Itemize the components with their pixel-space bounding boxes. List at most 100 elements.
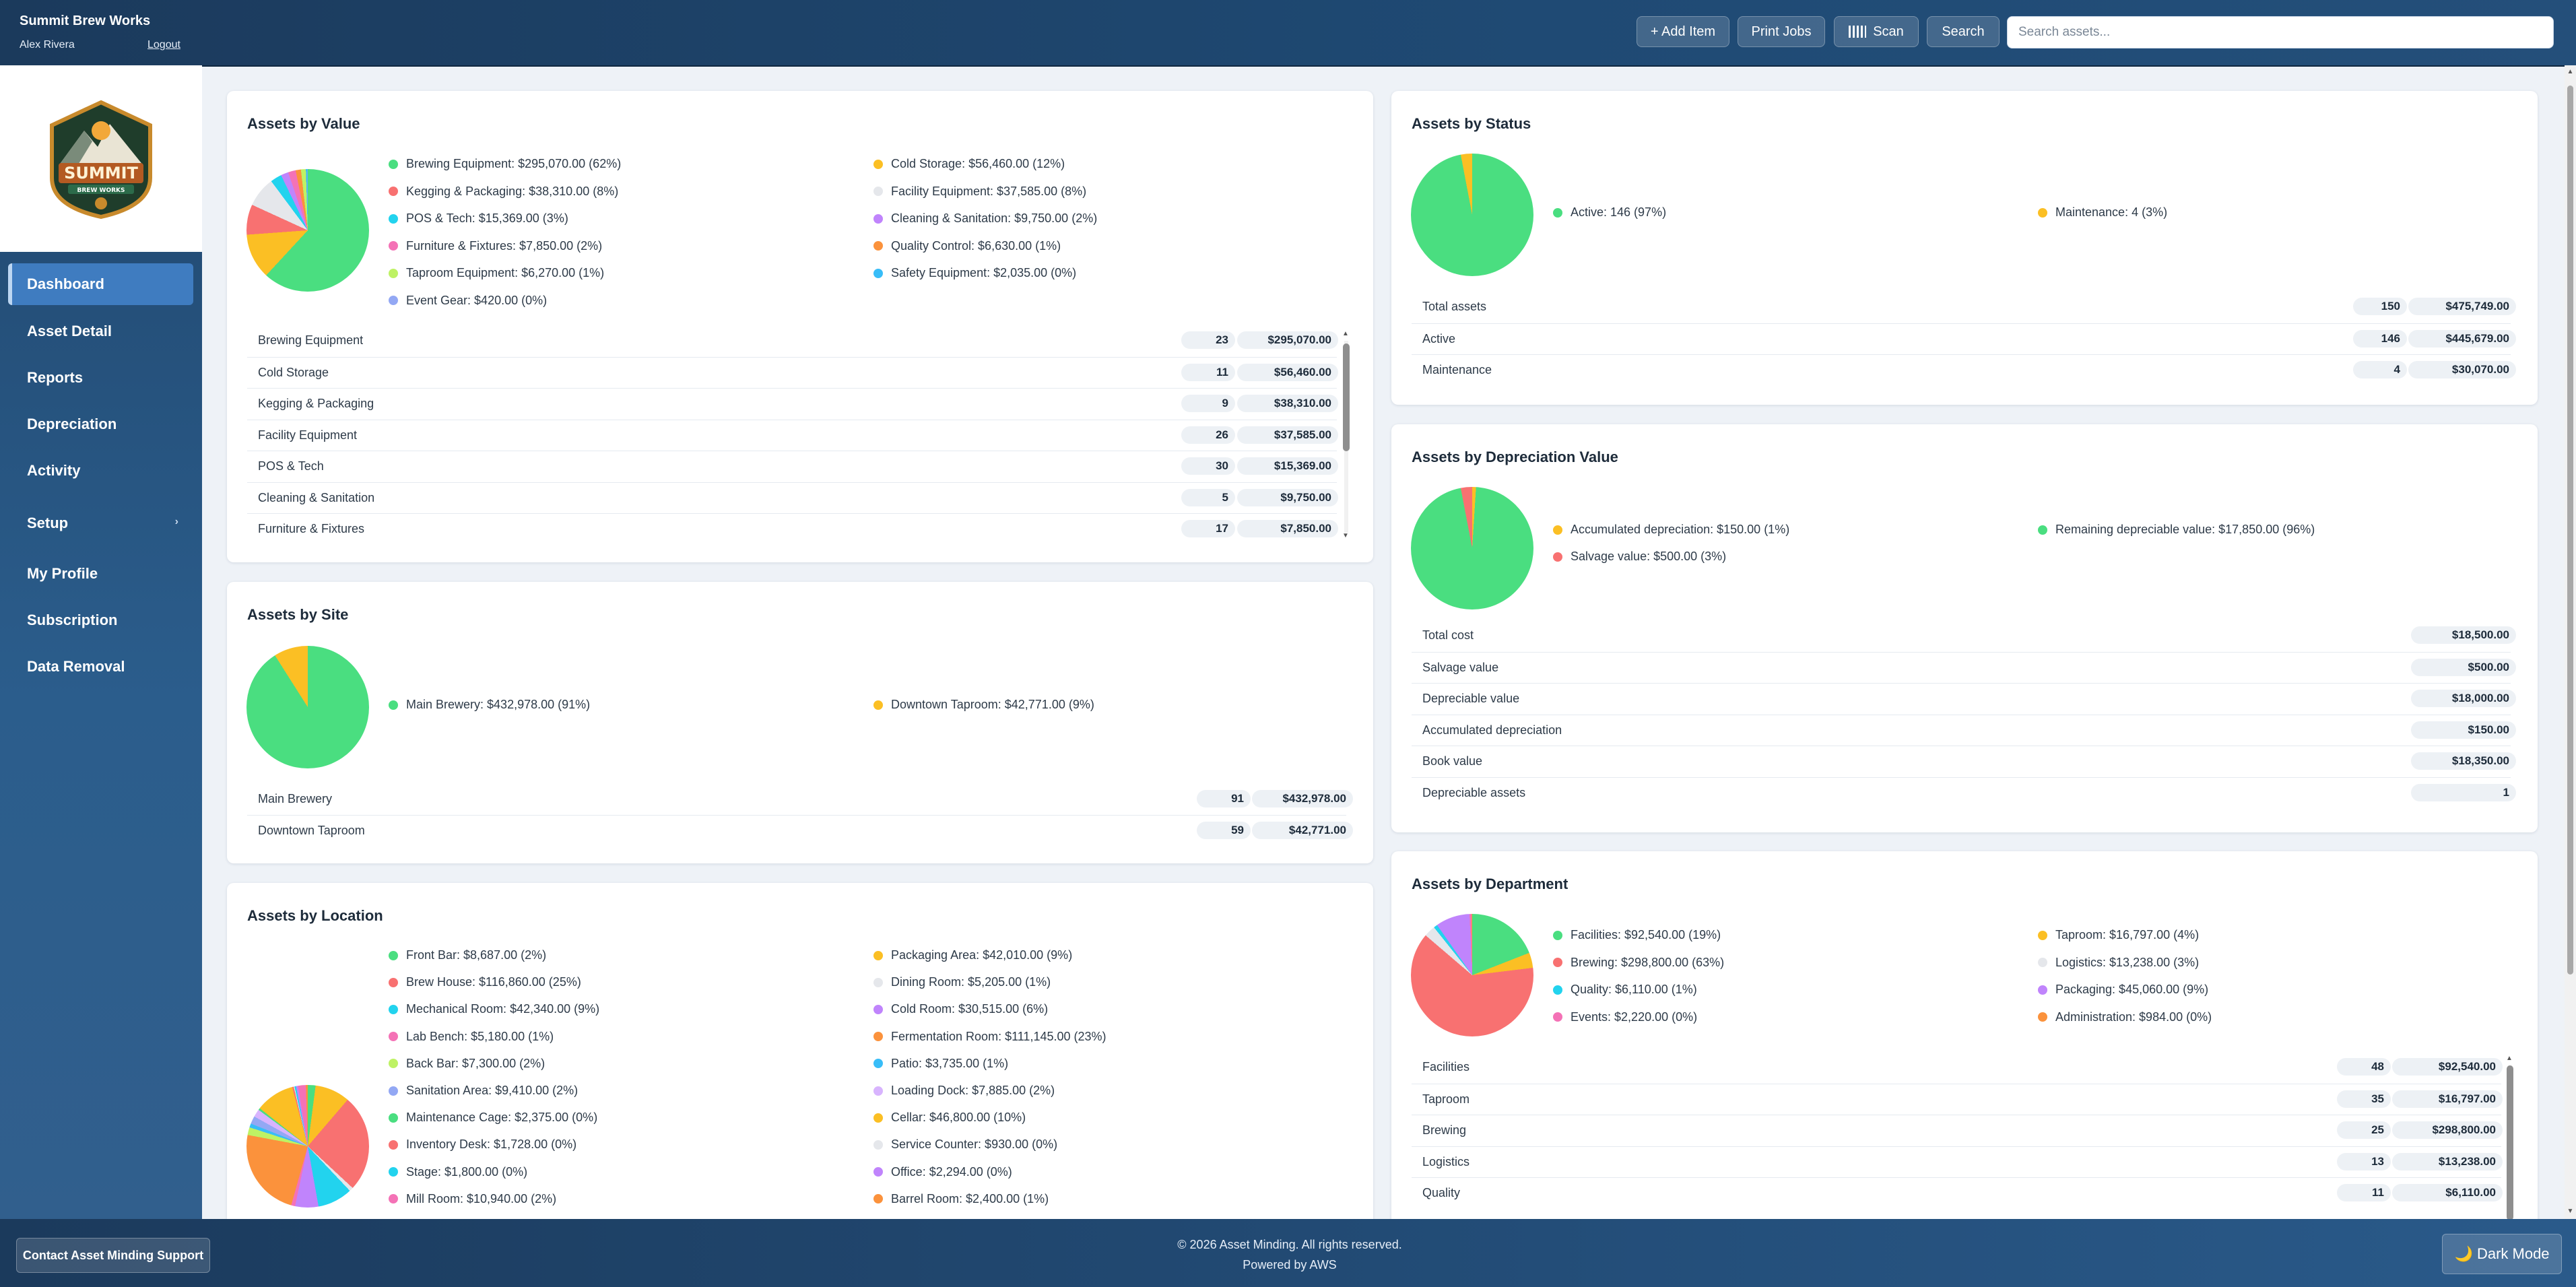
site-pie-chart [246,646,369,768]
legend-item: Quality Control: $6,630.00 (1%) [873,239,1061,253]
row-value: $56,460.00 [1237,363,1338,381]
legend-swatch [389,1086,398,1096]
logo-word: SUMMIT [64,164,138,183]
row-count: 146 [2353,329,2407,348]
print-jobs-button[interactable]: Print Jobs [1738,16,1825,47]
legend-label: Salvage value: $500.00 (3%) [1571,550,1727,563]
row-value: $9,750.00 [1237,488,1338,506]
legend-label: Quality Control: $6,630.00 (1%) [891,238,1061,253]
scroll-up-icon[interactable]: ▲ [1342,330,1349,337]
legend-swatch [1553,525,1562,535]
legend-item: Salvage value: $500.00 (3%) [1553,550,1726,564]
table-row: Brewing 25 $298,800.00 [1412,1115,2503,1146]
legend-swatch [873,1059,883,1069]
depreciation-pie-chart [1411,487,1533,609]
legend-item: Logistics: $13,238.00 (3%) [2038,956,2199,970]
legend-swatch [873,977,883,987]
logout-link[interactable]: Logout [147,39,180,51]
legend-swatch [873,241,883,251]
assets-by-department-card: Assets by Department Facilities 48 $92,540… [1391,851,2538,1228]
scroll-down-icon[interactable]: ▼ [2567,1208,2574,1215]
department-table-scrollbar[interactable]: ▲ [2505,1055,2513,1223]
legend-label: Active: 146 (97%) [1571,205,1667,219]
row-value: $6,110.00 [2392,1184,2503,1201]
legend-item: Cold Room: $30,515.00 (6%) [873,1002,1048,1016]
page-scrollbar[interactable]: ▲ ▼ [2565,65,2576,1219]
nav-label: Activity [27,462,81,479]
table-row: Cleaning & Sanitation 5 $9,750.00 [247,482,1338,514]
legend-label: Downtown Taproom: $42,771.00 (9%) [891,698,1094,711]
legend-swatch [1553,1012,1562,1022]
row-value: $295,070.00 [1237,331,1338,349]
company-name: Summit Brew Works [20,13,151,28]
nav-label: Subscription [27,612,118,628]
nav-setup[interactable]: Setup › [8,502,193,544]
legend-label: POS & Tech: $15,369.00 (3%) [406,211,568,225]
dark-mode-button[interactable]: 🌙 Dark Mode [2442,1234,2562,1274]
table-row: Taproom 35 $16,797.00 [1412,1083,2503,1115]
legend-swatch [389,241,398,251]
add-item-label: + Add Item [1650,24,1716,39]
table-row: Facility Equipment 26 $37,585.00 [247,419,1338,451]
row-value: $475,749.00 [2408,298,2516,315]
table-row: Maintenance 4 $30,070.00 [1412,354,2516,386]
legend-item: Service Counter: $930.00 (0%) [873,1137,1057,1152]
card-title: Assets by Department [1412,876,1568,892]
nav-depreciation[interactable]: Depreciation [8,403,193,445]
legend-swatch [873,159,883,169]
legend-label: Taproom Equipment: $6,270.00 (1%) [406,266,605,279]
scroll-thumb[interactable] [1343,343,1350,451]
legend-item: Barrel Room: $2,400.00 (1%) [873,1192,1049,1206]
scroll-up-icon[interactable]: ▲ [2506,1055,2513,1062]
row-count: 48 [2337,1058,2391,1076]
search-input[interactable] [2007,16,2554,48]
legend-label: Kegging & Packaging: $38,310.00 (8%) [406,184,619,198]
row-value: $432,978.00 [1252,790,1353,807]
page-scroll-thumb[interactable] [2567,86,2573,975]
nav-my-profile[interactable]: My Profile [8,553,193,595]
row-value: $13,238.00 [2392,1152,2503,1170]
nav-reports[interactable]: Reports [8,357,193,399]
legend-swatch [2038,207,2047,218]
scroll-up-icon[interactable]: ▲ [2567,68,2574,75]
legend-swatch [873,1194,883,1204]
nav-label: Reports [27,369,84,386]
value-table[interactable]: Brewing Equipment 23 $295,070.00 Cold Stora… [227,325,1345,541]
nav-subscription[interactable]: Subscription [8,599,193,641]
legend-item: Brewing Equipment: $295,070.00 (62%) [389,157,621,171]
search-button[interactable]: Search [1927,16,2000,47]
scan-button[interactable]: Scan [1834,16,1919,47]
contact-support-button[interactable]: Contact Asset Minding Support [16,1238,210,1273]
scan-label: Scan [1873,24,1904,39]
table-row: POS & Tech 30 $15,369.00 [247,451,1338,482]
row-count: 25 [2337,1121,2391,1139]
row-count: 59 [1197,822,1251,839]
legend-label: Front Bar: $8,687.00 (2%) [406,948,547,962]
nav-label: Dashboard [27,275,104,292]
add-item-button[interactable]: + Add Item [1637,16,1729,47]
legend-item: Event Gear: $420.00 (0%) [389,294,547,308]
legend-label: Patio: $3,735.00 (1%) [891,1056,1009,1070]
nav-data-removal[interactable]: Data Removal [8,646,193,688]
assets-by-location-card: Assets by Location Front Bar: $8,687.00 … [227,883,1373,1233]
legend-item: Inventory Desk: $1,728.00 (0%) [389,1137,576,1152]
legend-item: Cellar: $46,800.00 (10%) [873,1111,1026,1125]
row-value: $15,369.00 [1237,457,1338,475]
row-count: 30 [1181,457,1235,475]
nav-activity[interactable]: Activity [8,450,193,492]
legend-item: Remaining depreciable value: $17,850.00 … [2038,523,2315,537]
scroll-down-icon[interactable]: ▼ [1342,532,1349,539]
nav-label: Setup [27,515,69,531]
legend-item: Downtown Taproom: $42,771.00 (9%) [873,698,1094,712]
powered-by-text: Powered by AWS [1243,1258,1337,1272]
legend-swatch [873,1086,883,1096]
copyright-text: © 2026 Asset Minding. All rights reserve… [1177,1238,1402,1251]
legend-swatch [389,296,398,305]
nav-asset-detail[interactable]: Asset Detail [8,310,193,352]
table-row: Brewing Equipment 23 $295,070.00 [247,325,1338,357]
value-table-scrollbar[interactable]: ▲ ▼ [1342,330,1350,542]
department-table[interactable]: Facilities 48 $92,540.00 Taproom 35 $16,797.0… [1391,1052,2509,1214]
legend-item: Sanitation Area: $9,410.00 (2%) [389,1084,578,1098]
scroll-thumb[interactable] [2507,1065,2513,1220]
nav-dashboard[interactable]: Dashboard [8,263,193,305]
